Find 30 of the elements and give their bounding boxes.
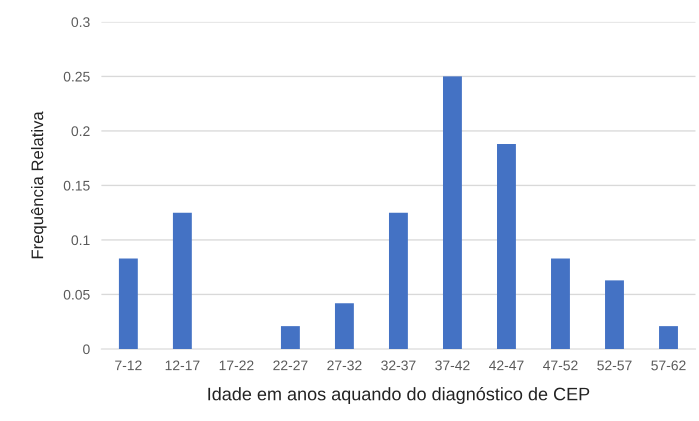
bar [659,326,678,350]
bar [388,212,408,350]
bar [334,303,354,350]
x-tick-label: 27-32 [327,360,362,370]
x-tick-label: 32-37 [381,360,416,370]
x-tick-label: 7-12 [115,360,142,370]
bar [605,280,624,350]
x-tick-label: 47-52 [543,360,578,370]
bar [280,326,300,350]
bar [442,76,462,350]
x-tick-label: 22-27 [273,360,308,370]
y-tick-label: 0.05 [64,290,90,300]
x-tick-label: 37-42 [435,360,470,370]
x-axis-title: Idade em anos aquando do diagnóstico de CEP [208,386,590,404]
y-axis-title: Frequência Relativa [30,111,47,258]
bar [118,258,138,350]
x-tick-label: 57-62 [651,360,686,370]
y-tick-label: 0.1 [71,235,90,246]
bar [551,258,570,350]
x-tick-label: 12-17 [166,360,200,370]
y-tick-label: 0.25 [64,72,90,82]
y-tick-label: 0.15 [64,180,90,191]
y-tick-label: 0 [83,344,90,354]
bar [497,144,516,350]
x-tick-label: 17-22 [220,360,254,370]
x-tick-label: 52-57 [597,360,632,370]
x-tick-label: 42-47 [489,360,524,370]
y-tick-label: 0.3 [71,17,90,28]
y-tick-label: 0.2 [71,126,90,136]
bar [172,212,192,350]
